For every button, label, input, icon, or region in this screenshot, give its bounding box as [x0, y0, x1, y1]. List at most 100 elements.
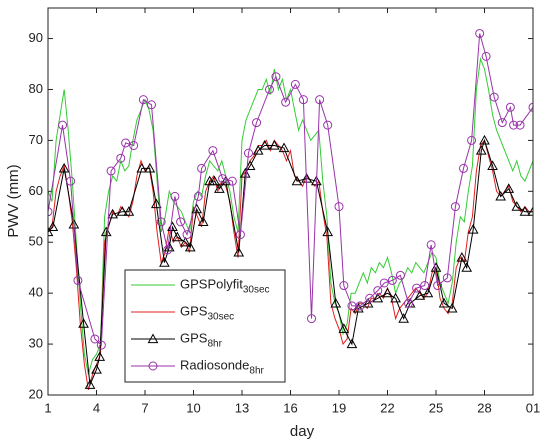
circle-marker: [121, 138, 131, 148]
legend-label: Radiosonde: [180, 357, 249, 372]
triangle-marker: [244, 160, 256, 170]
circle-marker: [387, 275, 397, 285]
circle-marker: [235, 230, 245, 240]
circle-marker: [528, 102, 533, 112]
circle-marker: [450, 202, 460, 212]
triangle-marker: [467, 223, 479, 234]
triangle-marker: [456, 251, 468, 262]
x-tick-label: 4: [93, 400, 100, 415]
circle-marker: [323, 120, 333, 130]
triangle-marker: [278, 142, 290, 153]
circle-marker: [420, 281, 430, 291]
triangle-marker: [475, 145, 487, 155]
legend-subscript: 30sec: [207, 312, 234, 323]
triangle-marker: [78, 318, 89, 328]
circle-marker: [48, 207, 53, 217]
legend-box: [124, 269, 286, 383]
triangle-marker: [487, 160, 498, 170]
triangle-marker: [167, 221, 178, 232]
triangle-marker: [322, 226, 334, 237]
legend-label: GPS: [180, 330, 208, 345]
series-line: [48, 33, 533, 347]
circle-marker: [505, 102, 515, 112]
triangle-marker: [91, 364, 102, 374]
circle-marker: [290, 79, 300, 89]
circle-marker: [379, 278, 389, 288]
circle-marker: [227, 176, 237, 186]
y-axis-label: PWV (mm): [5, 164, 22, 237]
triangle-marker: [84, 379, 96, 389]
triangle-marker: [430, 262, 442, 272]
triangle-marker: [422, 287, 434, 298]
circle-marker: [412, 283, 422, 293]
legend-subscript: 8hr: [207, 339, 222, 350]
circle-marker: [243, 148, 253, 158]
triangle-marker: [527, 206, 533, 216]
triangle-marker: [107, 208, 119, 219]
circle-marker: [129, 140, 139, 150]
circle-marker: [66, 176, 76, 186]
triangle-marker: [147, 333, 159, 344]
triangle-marker: [479, 134, 490, 145]
circle-marker: [433, 281, 443, 291]
triangle-marker: [338, 323, 350, 333]
triangle-marker: [150, 198, 162, 209]
circle-marker: [148, 361, 158, 371]
circle-marker: [481, 51, 491, 61]
triangle-marker: [144, 162, 156, 173]
circle-marker: [467, 135, 477, 145]
circle-marker: [252, 118, 262, 128]
circle-marker: [475, 28, 485, 38]
circle-marker: [404, 298, 414, 308]
circle-marker: [365, 293, 375, 303]
circle-marker: [182, 230, 192, 240]
x-tick-label: 1: [44, 400, 51, 415]
x-tick-label: 19: [332, 400, 346, 415]
triangle-marker: [268, 139, 280, 150]
circle-marker: [73, 275, 83, 285]
triangle-marker: [382, 287, 393, 298]
x-tick-label: 25: [429, 400, 443, 415]
x-tick-label: 28: [477, 400, 491, 415]
triangle-marker: [209, 175, 220, 186]
triangle-marker: [414, 290, 426, 300]
y-tick-label: 60: [29, 183, 43, 198]
triangle-marker: [398, 313, 410, 323]
series-line: [48, 138, 533, 387]
y-tick-label: 70: [29, 132, 43, 147]
circle-marker: [515, 120, 525, 130]
circle-marker: [281, 97, 291, 107]
triangle-marker: [252, 145, 264, 155]
circle-marker: [176, 217, 186, 227]
circle-marker: [497, 118, 507, 128]
circle-marker: [509, 120, 519, 130]
triangle-marker: [136, 162, 148, 173]
triangle-marker: [48, 221, 59, 232]
x-axis-label: day: [290, 423, 315, 440]
triangle-marker: [233, 246, 245, 257]
circle-marker: [489, 92, 499, 102]
triangle-marker: [362, 297, 374, 308]
triangle-marker: [330, 297, 342, 308]
circle-marker: [90, 334, 100, 344]
circle-marker: [426, 240, 436, 250]
triangle-marker: [438, 297, 450, 308]
legend-label: GPS: [180, 303, 208, 318]
y-tick-label: 50: [29, 234, 43, 249]
triangle-marker: [123, 206, 135, 216]
circle-marker: [58, 120, 68, 130]
triangle-marker: [372, 292, 384, 303]
circle-marker: [271, 72, 281, 82]
circle-marker: [395, 270, 405, 280]
circle-marker: [116, 153, 126, 163]
circle-marker: [218, 174, 228, 184]
circle-marker: [458, 163, 468, 173]
legend-subscript: 30sec: [243, 285, 270, 296]
triangle-marker: [259, 139, 270, 150]
triangle-marker: [58, 162, 70, 173]
triangle-marker: [184, 241, 196, 252]
circle-marker: [106, 166, 116, 176]
circle-marker: [156, 217, 166, 227]
